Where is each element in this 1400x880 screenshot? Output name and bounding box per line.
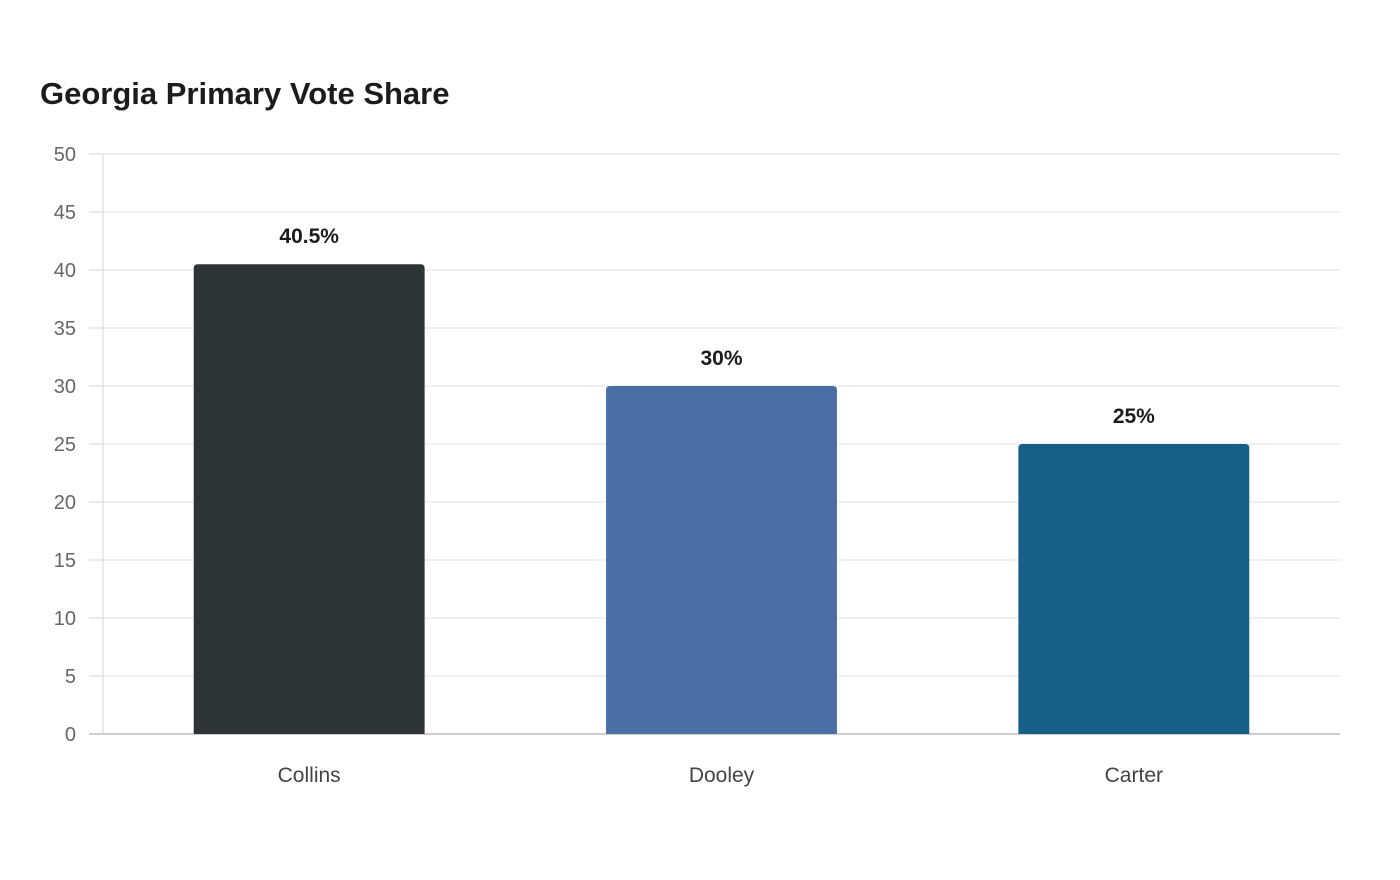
y-tick-label: 25 [54,434,76,456]
bar-carter [1018,444,1250,734]
y-tick-label: 35 [54,318,76,340]
data-label-carter: 25% [1113,405,1155,428]
y-tick-label: 20 [54,492,76,514]
data-label-collins: 40.5% [279,225,339,248]
y-tick-label: 15 [54,550,76,572]
bars [193,264,1250,734]
y-tick-label: 45 [54,202,76,224]
bar-collins [193,264,425,734]
data-label-dooley: 30% [700,347,742,370]
y-tick-label: 30 [54,376,76,398]
y-tick-label: 5 [65,666,76,688]
x-tick-label-carter: Carter [1105,764,1163,787]
x-tick-label-dooley: Dooley [689,764,755,787]
y-tick-label: 10 [54,608,76,630]
y-tick-label: 0 [65,724,76,746]
bar-dooley [606,386,837,734]
x-tick-label-collins: Collins [278,764,341,787]
chart-title: Georgia Primary Vote Share [40,76,450,111]
y-tick-label: 40 [54,260,76,282]
labels: 0 5 10 15 20 25 30 35 40 45 50 40.5% Collins 30% Doole… [54,144,1163,787]
y-tick-label: 50 [54,144,76,166]
